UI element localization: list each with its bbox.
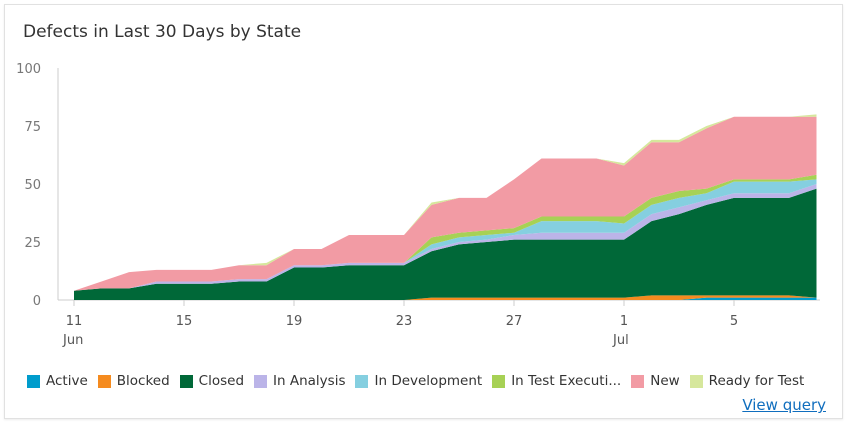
x-tick-label: 1 [620,314,628,329]
legend: Active Blocked Closed In Analysis In Develop… [27,373,814,389]
legend-label: In Analysis [273,373,346,389]
legend-label: In Development [374,373,483,389]
area-in-analysis [74,184,817,291]
y-tick-label: 100 [16,62,41,77]
legend-item[interactable]: Blocked [97,373,170,389]
legend-swatch [492,374,506,388]
legend-item[interactable]: Ready for Test [689,373,805,389]
legend-swatch [254,374,268,388]
legend-swatch [631,374,645,388]
area-new [74,116,817,291]
legend-label: Active [46,373,88,389]
legend-swatch [97,374,111,388]
chart-widget: Defects in Last 30 Days by State 0 25 50 75… [4,4,843,419]
chart-title: Defects in Last 30 Days by State [23,22,302,42]
legend-item[interactable]: In Development [355,373,482,389]
area-active [74,297,817,300]
area-closed [74,188,817,300]
x-tick-label: 27 [506,314,523,329]
y-tick-label: 25 [24,236,41,251]
area-ready-for-test [74,114,817,291]
x-tick-label: 15 [176,314,193,329]
y-tick-label: 0 [33,294,41,309]
legend-swatch [179,374,193,388]
legend-item[interactable]: Active [27,373,88,389]
y-tick-label: 50 [24,178,41,193]
legend-item[interactable]: In Test Executi... [492,373,621,389]
legend-swatch [355,374,369,388]
legend-label: Closed [198,373,245,389]
legend-label: Blocked [116,373,170,389]
legend-label: In Test Executi... [511,373,622,389]
view-query-link[interactable]: View query [742,396,826,414]
x-tick-label: 19 [286,314,303,329]
legend-item[interactable]: In Analysis [254,373,345,389]
legend-item[interactable]: Closed [179,373,245,389]
legend-swatch [689,374,703,388]
area-in-development [74,179,817,291]
legend-swatch [27,374,40,388]
y-tick-label: 75 [24,120,41,135]
x-tick-sublabel: Jul [612,333,629,348]
stacked-area-chart: 0 25 50 75 100 11 Jun 15 19 23 27 1 Jul 5 [16,62,820,348]
x-tick-label: 11 [66,314,83,329]
x-tick-label: 5 [730,314,738,329]
x-tick-label: 23 [396,314,413,329]
legend-item[interactable]: New [631,373,680,389]
legend-label: New [650,373,680,389]
x-tick-sublabel: Jun [62,333,83,348]
legend-label: Ready for Test [708,373,805,389]
